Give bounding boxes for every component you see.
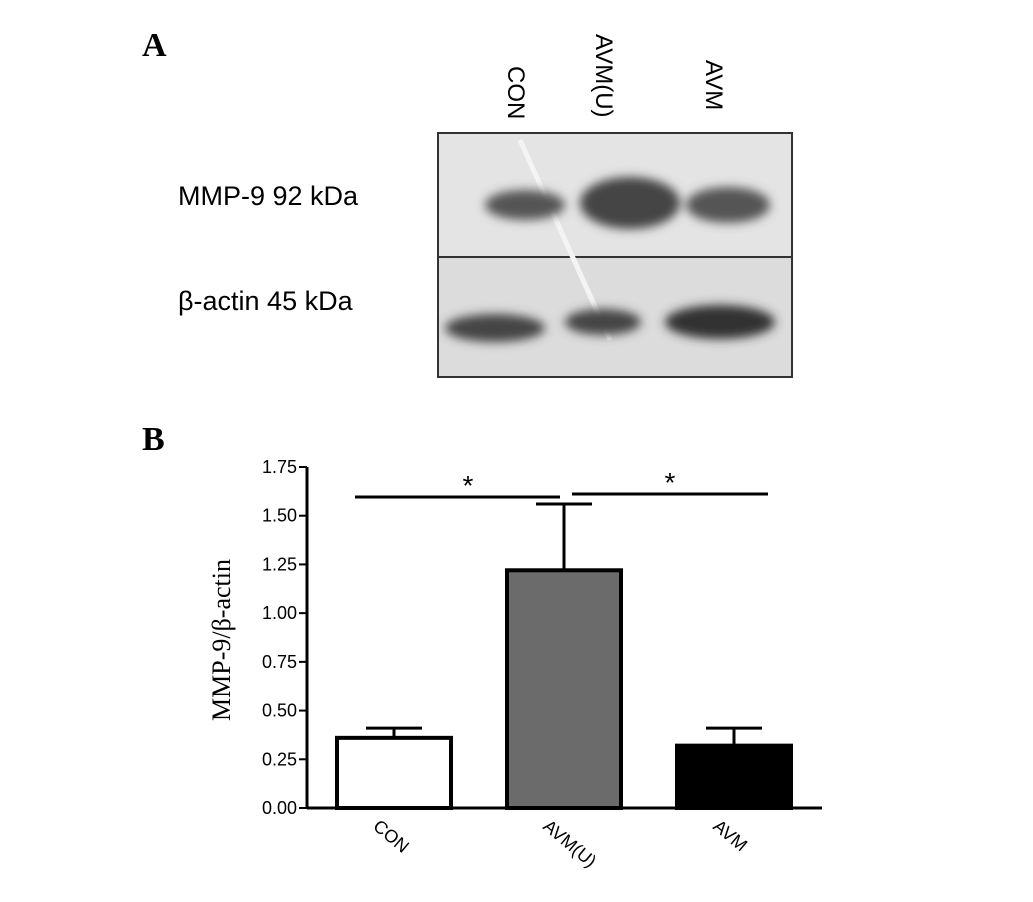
y-axis-label: MMP-9/β-actin: [207, 559, 236, 721]
bar: [675, 743, 793, 810]
y-tick-label: 1.25: [262, 554, 297, 574]
blot: [437, 132, 793, 378]
bar: [505, 568, 623, 810]
x-tick-label: CON: [369, 816, 412, 857]
bar: [335, 735, 453, 811]
band: [686, 187, 770, 223]
y-tick-label: 0.25: [262, 749, 297, 769]
significance-star: *: [463, 470, 474, 501]
panel-label: A: [142, 27, 167, 64]
y-tick-label: 1.50: [262, 506, 297, 526]
band: [580, 177, 680, 229]
blot-scratch: [517, 138, 613, 342]
lane-label: AVM(U): [590, 34, 617, 118]
band: [565, 309, 641, 335]
y-tick-label: 1.75: [262, 457, 297, 477]
band: [665, 305, 775, 339]
lane-label: CON: [502, 66, 529, 119]
band: [485, 190, 565, 220]
panel-label: B: [142, 421, 165, 458]
band: [445, 314, 545, 342]
y-tick-label: 0.00: [262, 798, 297, 818]
x-tick-label: AVM: [709, 816, 751, 856]
y-tick-label: 0.50: [262, 701, 297, 721]
band-label: β-actin 45 kDa: [178, 286, 354, 316]
y-tick-label: 1.00: [262, 603, 297, 623]
y-tick-label: 0.75: [262, 652, 297, 672]
x-tick-label: AVM(U): [539, 816, 600, 872]
significance-star: *: [665, 467, 676, 498]
band-label: MMP-9 92 kDa: [178, 181, 359, 211]
lane-label: AVM: [700, 60, 727, 110]
